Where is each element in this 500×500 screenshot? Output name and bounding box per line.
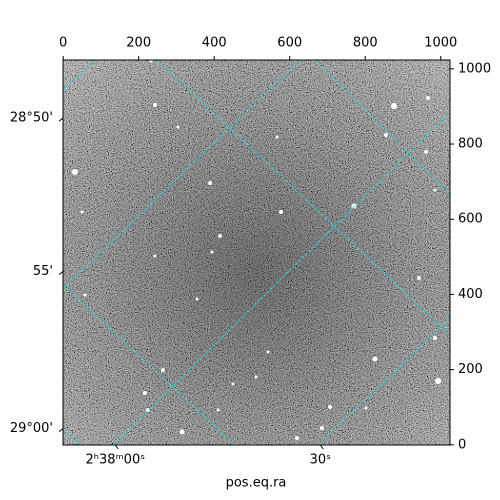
dec-tick-label: 29°00' bbox=[10, 421, 53, 436]
star bbox=[179, 429, 185, 435]
star bbox=[231, 382, 235, 386]
dec-grid-line bbox=[63, 429, 81, 445]
star bbox=[328, 405, 332, 409]
star bbox=[143, 391, 147, 395]
sky-image bbox=[63, 60, 450, 445]
x-tick-label: 1000 bbox=[424, 36, 457, 51]
x-tick-label: 800 bbox=[353, 36, 378, 51]
y-tick-label: 800 bbox=[458, 137, 483, 152]
x-tick-label: 600 bbox=[277, 36, 302, 51]
star bbox=[266, 350, 270, 354]
ra-grid-line bbox=[63, 60, 301, 289]
star bbox=[435, 378, 441, 384]
star bbox=[208, 181, 212, 185]
star bbox=[372, 356, 378, 362]
star bbox=[275, 135, 279, 139]
dec-tick-label: 28°50' bbox=[10, 111, 53, 126]
dec-tick bbox=[58, 117, 64, 122]
star bbox=[254, 375, 258, 379]
x-tick-label: 200 bbox=[126, 36, 151, 51]
star bbox=[176, 125, 180, 129]
ra-grid-line bbox=[317, 317, 450, 445]
dec-tick bbox=[58, 271, 64, 275]
stars bbox=[72, 60, 441, 440]
star bbox=[279, 210, 283, 214]
star bbox=[216, 408, 220, 412]
star bbox=[433, 336, 437, 340]
star bbox=[364, 406, 368, 410]
star bbox=[351, 203, 357, 209]
dec-grid-line bbox=[314, 60, 450, 196]
star bbox=[72, 169, 78, 175]
star bbox=[295, 436, 299, 440]
image-shade bbox=[63, 60, 450, 445]
y-tick-label: 600 bbox=[458, 212, 483, 227]
star bbox=[80, 210, 84, 214]
star bbox=[320, 426, 324, 430]
ra-tick-label: 2ʰ38ᵐ00ˢ bbox=[86, 453, 146, 468]
y-tick-label: 200 bbox=[458, 362, 483, 377]
x-axis-label: pos.eq.ra bbox=[226, 476, 287, 491]
star bbox=[218, 234, 222, 238]
star bbox=[391, 103, 397, 109]
star bbox=[384, 133, 388, 137]
star bbox=[153, 254, 157, 258]
star bbox=[153, 103, 157, 107]
plot-frame bbox=[62, 59, 451, 446]
star bbox=[83, 293, 87, 297]
dec-grid-line bbox=[156, 60, 450, 336]
ra-grid-line bbox=[112, 111, 450, 445]
graticule bbox=[63, 60, 450, 445]
ra-tick bbox=[319, 444, 324, 450]
ra-tick-label: 30ˢ bbox=[310, 453, 332, 468]
star bbox=[149, 60, 153, 63]
y-tick-label: 0 bbox=[458, 437, 466, 452]
star bbox=[417, 276, 421, 280]
y-tick-label: 1000 bbox=[458, 61, 491, 76]
dec-tick-label: 55' bbox=[33, 264, 53, 279]
dec-grid-line bbox=[63, 284, 236, 445]
star bbox=[426, 96, 430, 100]
ra-tick bbox=[114, 444, 119, 450]
star bbox=[161, 368, 165, 372]
y-tick-label: 400 bbox=[458, 287, 483, 302]
star bbox=[210, 250, 214, 254]
star bbox=[195, 297, 199, 301]
ra-grid-line bbox=[63, 60, 96, 91]
star bbox=[424, 150, 428, 154]
dec-tick bbox=[58, 428, 64, 433]
x-tick-label: 400 bbox=[202, 36, 227, 51]
star bbox=[433, 188, 437, 192]
x-tick-label: 0 bbox=[59, 36, 67, 51]
